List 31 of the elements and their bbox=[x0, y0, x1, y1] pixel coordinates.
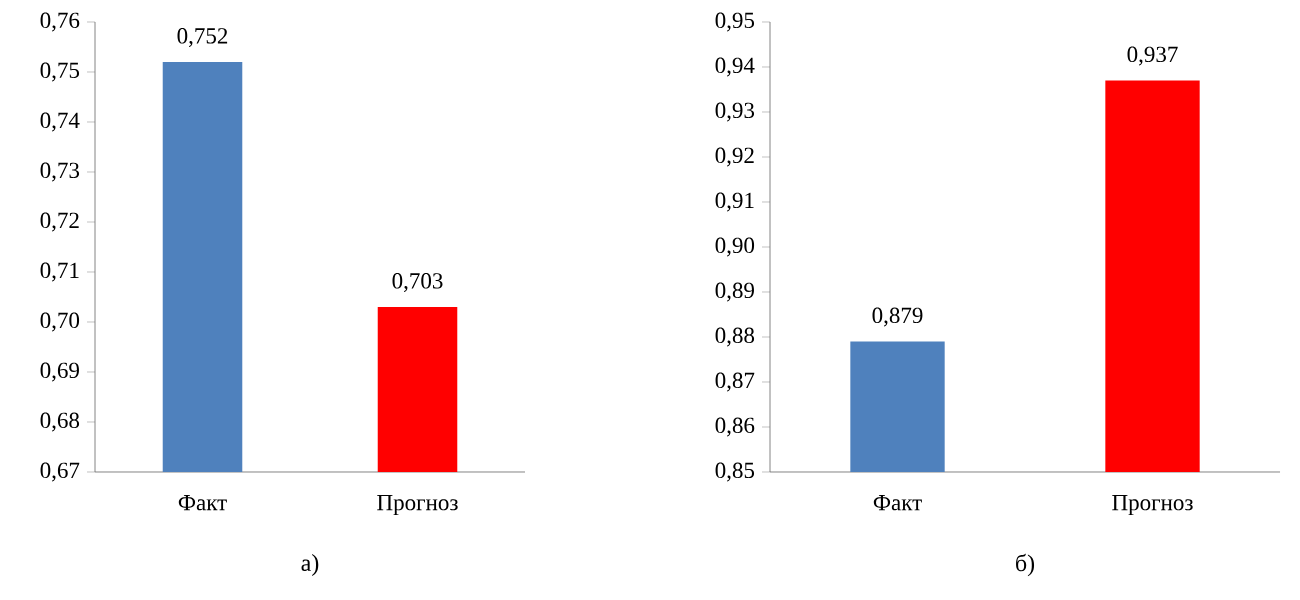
x-tick-label: Факт bbox=[178, 495, 227, 511]
text: а) bbox=[301, 554, 319, 576]
y-tick-label: 0,95 bbox=[715, 12, 755, 32]
x-tick-label: Прогноз bbox=[1112, 495, 1193, 516]
y-tick-label: 0,88 bbox=[715, 327, 755, 347]
y-tick-label: 0,76 bbox=[40, 12, 80, 32]
y-tick-label: 0,68 bbox=[40, 412, 80, 432]
x-tick-label: Прогноз bbox=[377, 495, 458, 516]
y-tick-label: 0,89 bbox=[715, 282, 754, 302]
y-tick-label: 0,73 bbox=[40, 162, 80, 182]
y-tick-label: 0,74 bbox=[40, 112, 80, 132]
y-tick-label: 0,75 bbox=[40, 62, 80, 82]
y-tick-label: 0,93 bbox=[715, 102, 755, 122]
y-tick-label: 0,90 bbox=[715, 237, 755, 257]
y-tick-label: 0,94 bbox=[715, 57, 755, 77]
y-tick-label: 0,91 bbox=[715, 192, 754, 212]
y-tick-label: 0,87 bbox=[715, 372, 755, 392]
y-tick-label: 0,71 bbox=[40, 262, 79, 282]
y-tick-label: 0,69 bbox=[40, 362, 79, 382]
x-tick-label: Факт bbox=[873, 495, 922, 511]
data-label: 0,752 bbox=[177, 28, 228, 47]
text: б) bbox=[1016, 553, 1035, 577]
y-tick-label: 0,70 bbox=[40, 312, 80, 332]
data-label: 0,937 bbox=[1127, 46, 1178, 66]
y-tick-label: 0,67 bbox=[40, 462, 80, 482]
y-tick-label: 0,72 bbox=[40, 212, 79, 232]
y-tick-label: 0,86 bbox=[715, 417, 755, 437]
y-tick-label: 0,92 bbox=[715, 147, 754, 167]
data-label: 0,879 bbox=[872, 307, 923, 327]
data-label: 0,703 bbox=[392, 273, 443, 292]
y-tick-label: 0,85 bbox=[715, 462, 755, 482]
